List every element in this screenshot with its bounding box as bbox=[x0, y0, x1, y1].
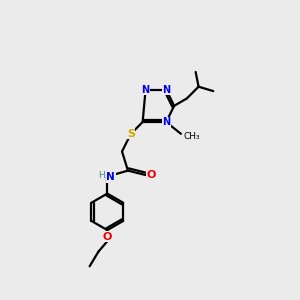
Text: N: N bbox=[142, 85, 150, 94]
Text: H: H bbox=[98, 171, 105, 180]
Text: O: O bbox=[103, 232, 112, 242]
Text: S: S bbox=[127, 129, 135, 139]
Text: N: N bbox=[106, 172, 115, 182]
Text: O: O bbox=[146, 170, 156, 180]
Text: CH₃: CH₃ bbox=[184, 132, 200, 141]
Text: N: N bbox=[162, 117, 170, 127]
Text: N: N bbox=[162, 85, 170, 94]
